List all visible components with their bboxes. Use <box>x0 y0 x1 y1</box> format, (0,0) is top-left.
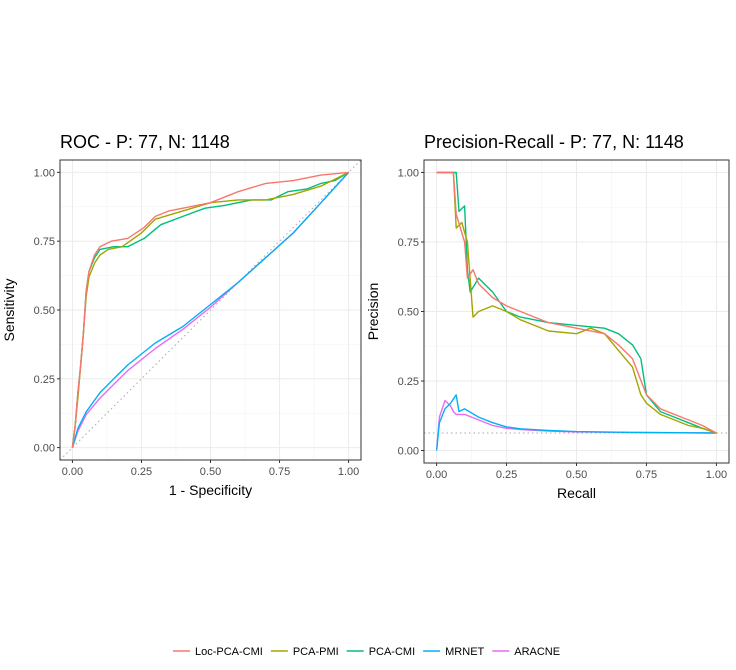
pr-x-tick-label: 0.75 <box>636 469 657 481</box>
roc-series-loc-pca-cmi <box>71 171 349 448</box>
legend-label-mrnet: MRNET <box>445 646 484 658</box>
legend: Loc-PCA-CMI PCA-PMI PCA-CMI MRNET ARACNE <box>173 646 560 658</box>
roc-x-tick-label: 1.00 <box>338 466 359 478</box>
legend-label-aracne: ARACNE <box>514 646 560 658</box>
pr-series-mrnet <box>435 394 717 451</box>
pr-series-pca-pmi <box>436 171 717 434</box>
pr-x-tick-label: 0.50 <box>566 469 587 481</box>
roc-y-tick-label: 0.25 <box>34 374 55 386</box>
roc-chart: ROC - P: 77, N: 1148 0.00 0.25 0.50 0.75 1.0… <box>1 132 362 498</box>
roc-grid <box>60 160 361 460</box>
roc-x-axis-label: 1 - Specificity <box>169 482 252 498</box>
pr-x-tick-label: 0.00 <box>426 469 447 481</box>
pr-grid <box>424 160 729 463</box>
roc-series <box>71 171 350 448</box>
pr-y-tick-label: 0.50 <box>398 307 419 319</box>
pr-series-loc-pca-cmi <box>436 171 717 434</box>
pr-x-tick-label: 1.00 <box>706 469 727 481</box>
roc-title: ROC - P: 77, N: 1148 <box>60 132 230 152</box>
roc-y-tick-label: 0.00 <box>34 443 55 455</box>
roc-reference-line <box>59 159 362 461</box>
pr-y-tick-label: 1.00 <box>398 168 419 180</box>
pr-title: Precision-Recall - P: 77, N: 1148 <box>424 132 684 152</box>
pr-x-axis-label: Recall <box>557 485 596 501</box>
pr-x-tick-label: 0.25 <box>496 469 517 481</box>
pr-y-tick-label: 0.25 <box>398 376 419 388</box>
roc-y-axis-label: Sensitivity <box>1 278 17 341</box>
legend-label-loc-pca-cmi: Loc-PCA-CMI <box>195 646 263 658</box>
roc-diagonal-reference <box>59 159 362 461</box>
pr-y-tick-label: 0.75 <box>398 237 419 249</box>
roc-y-tick-label: 0.75 <box>34 236 55 248</box>
legend-label-pca-pmi: PCA-PMI <box>293 646 339 658</box>
legend-label-pca-cmi: PCA-CMI <box>369 646 415 658</box>
pr-y-tick-label: 0.00 <box>398 445 419 457</box>
roc-ticks: 0.00 0.25 0.50 0.75 1.00 0.00 0.25 0.50 0.75 1.00 <box>34 167 360 478</box>
roc-y-tick-label: 1.00 <box>34 167 55 179</box>
pr-chart: Precision-Recall - P: 77, N: 1148 0.00 0.… <box>365 132 730 501</box>
roc-series-mrnet <box>71 171 350 448</box>
pr-y-axis-label: Precision <box>365 283 381 341</box>
roc-y-tick-label: 0.50 <box>34 305 55 317</box>
roc-x-tick-label: 0.75 <box>269 466 290 478</box>
pr-series <box>435 171 717 451</box>
roc-x-tick-label: 0.25 <box>131 466 152 478</box>
roc-x-tick-label: 0.00 <box>62 466 83 478</box>
roc-x-tick-label: 0.50 <box>200 466 221 478</box>
pr-ticks: 0.00 0.25 0.50 0.75 1.00 0.00 0.25 0.50 0.75 1.00 <box>398 168 728 481</box>
